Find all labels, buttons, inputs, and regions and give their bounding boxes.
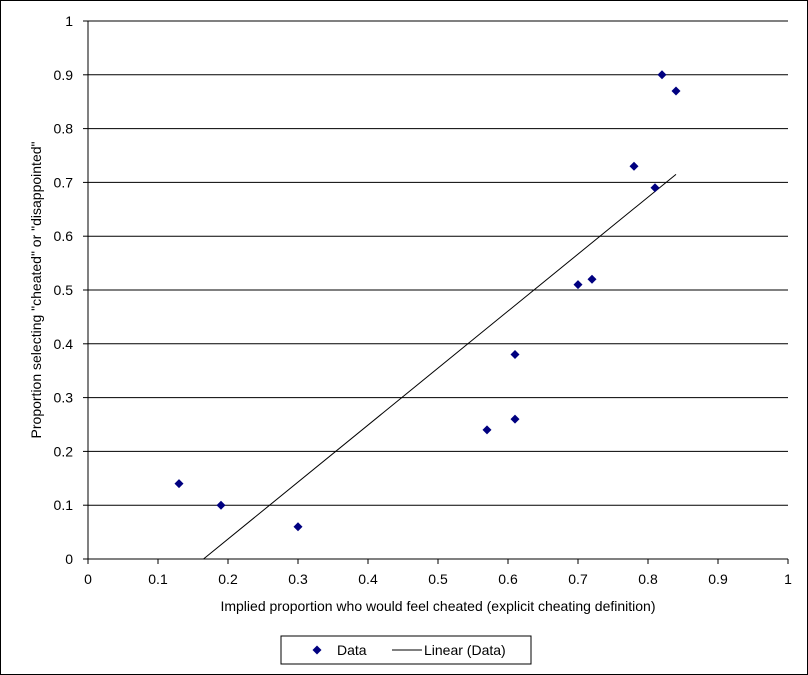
y-tick-label: 0.3 [54,390,74,406]
x-tick-label: 0.7 [568,571,588,587]
data-point-3 [293,522,303,532]
y-tick-label: 0.9 [54,67,74,83]
x-tick-label: 0.8 [638,571,658,587]
y-tick-label: 0.4 [54,336,74,352]
data-point-4 [482,425,492,435]
x-tick-label: 0.5 [428,571,448,587]
data-point-2 [216,500,226,510]
x-tick-label: 0.3 [288,571,308,587]
x-tick-label: 0.2 [218,571,238,587]
x-tick-label: 0.1 [148,571,168,587]
x-tick-label: 1 [784,571,792,587]
data-point-6 [510,350,520,360]
y-tick-label: 0.1 [54,497,74,513]
data-point-10 [650,183,660,193]
data-point-1 [174,479,184,489]
legend-label-data: Data [337,642,367,658]
data-point-11 [657,70,667,80]
x-axis-title: Implied proportion who would feel cheate… [220,598,655,614]
y-tick-label: 0 [65,551,73,567]
y-tick-label: 0.8 [54,121,74,137]
data-point-7 [573,280,583,290]
legend-marker-diamond [312,645,322,655]
data-point-12 [671,86,681,96]
y-tick-label: 0.5 [54,282,74,298]
x-tick-label: 0.4 [358,571,378,587]
data-point-5 [510,414,520,424]
y-axis-title: Proportion selecting "cheated" or "disap… [28,141,44,438]
data-point-9 [629,161,639,171]
trendline-linear [203,173,677,560]
y-tick-label: 0.2 [54,443,74,459]
legend-label-linear: Linear (Data) [424,642,506,658]
x-tick-label: 0.6 [498,571,518,587]
data-point-8 [587,274,597,284]
y-tick-label: 0.6 [54,228,74,244]
y-tick-label: 0.7 [54,174,74,190]
x-tick-label: 0 [84,571,92,587]
x-tick-label: 0.9 [708,571,728,587]
y-tick-label: 1 [65,13,73,29]
